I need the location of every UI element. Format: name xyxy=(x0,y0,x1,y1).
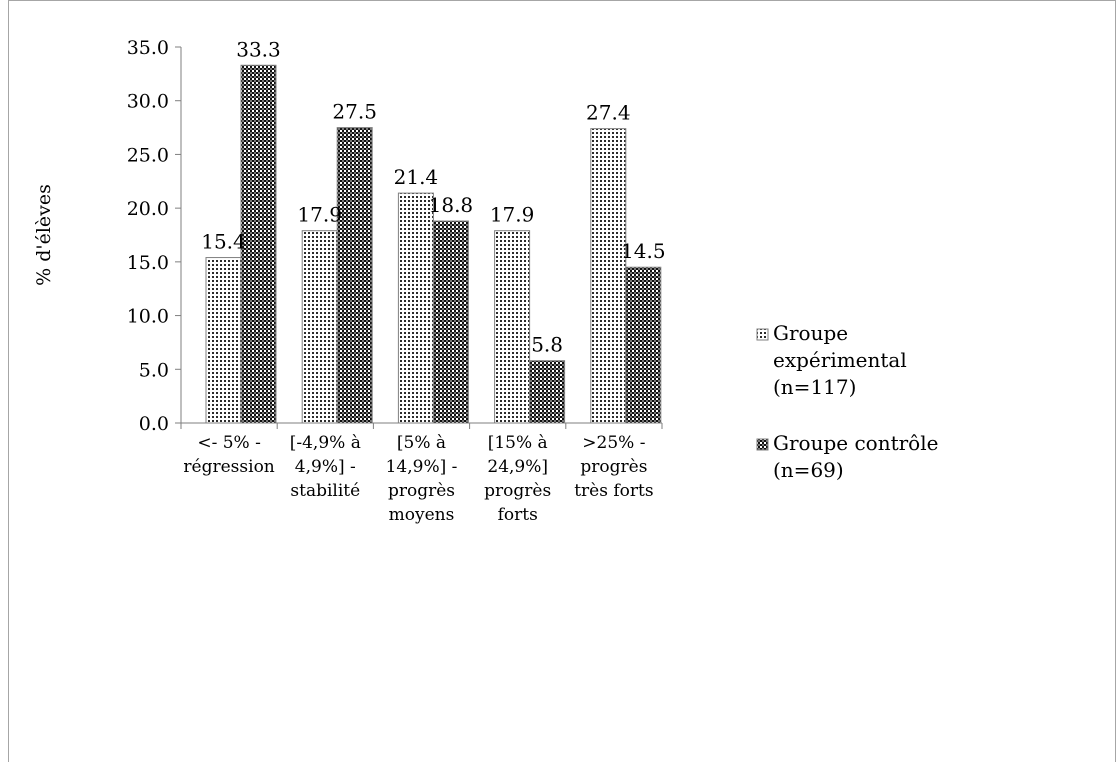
data-label: 15.4 xyxy=(201,230,246,254)
data-label: 17.9 xyxy=(297,203,342,227)
data-label: 27.4 xyxy=(586,101,631,125)
bar xyxy=(625,266,662,424)
legend-entry: Groupe expérimental (n=117) xyxy=(773,321,907,399)
legend-swatch xyxy=(756,438,769,451)
data-label: 14.5 xyxy=(621,239,666,263)
bar xyxy=(494,230,531,424)
y-tick-label: 5.0 xyxy=(139,359,169,381)
legend-entry: Groupe contrôle (n=69) xyxy=(773,431,938,482)
bar xyxy=(529,360,566,424)
x-tick-label: [15% à 24,9%] progrès forts xyxy=(484,433,551,525)
x-tick-label: >25% -progrès très forts xyxy=(574,433,653,501)
data-label: 5.8 xyxy=(531,333,563,357)
bar xyxy=(432,220,469,424)
y-tick-label: 10.0 xyxy=(127,306,169,328)
y-tick-label: 30.0 xyxy=(127,91,169,113)
y-tick-label: 20.0 xyxy=(127,198,169,220)
bars xyxy=(205,64,662,424)
y-axis-title: % d'élèves xyxy=(33,184,55,286)
bar xyxy=(397,192,434,424)
x-tick-label: <- 5% -régression xyxy=(183,433,274,477)
bar xyxy=(205,257,242,424)
x-tick-label: [5% à 14,9%] -progrès moyens xyxy=(386,433,458,525)
y-tick-label: 0.0 xyxy=(139,413,169,435)
bar xyxy=(240,64,277,424)
y-tick-label: 35.0 xyxy=(127,37,169,59)
data-label: 27.5 xyxy=(332,100,377,124)
x-tick-label: [-4,9% à 4,9%] -stabilité xyxy=(290,433,361,501)
bar xyxy=(590,128,627,424)
bar xyxy=(336,127,373,424)
legend-swatch xyxy=(756,328,769,341)
data-label: 17.9 xyxy=(490,203,535,227)
bar xyxy=(301,230,338,424)
data-labels: 15.4 17.9 21.4 17.9 27.4 33.3 27.5 18.8 5.8 14.5 xyxy=(201,37,665,356)
data-label: 18.8 xyxy=(429,193,474,217)
y-tick-label: 15.0 xyxy=(127,252,169,274)
y-tick-label: 25.0 xyxy=(127,144,169,166)
data-label: 21.4 xyxy=(394,165,439,189)
legend: Groupe expérimental (n=117) Groupe contrôle… xyxy=(756,321,938,482)
data-label: 33.3 xyxy=(236,37,281,61)
